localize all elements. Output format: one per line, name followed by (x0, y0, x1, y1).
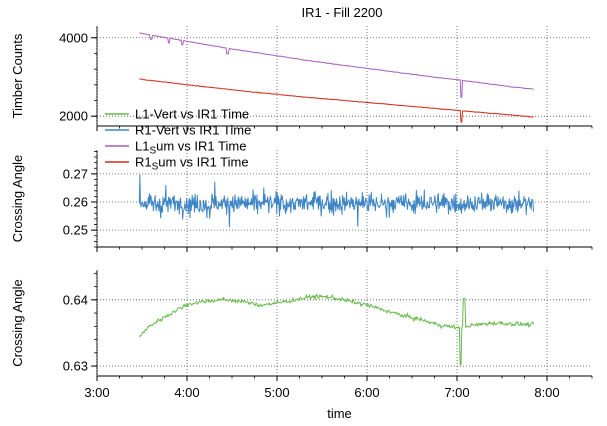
y-axis-label: Crossing Angle (10, 155, 25, 242)
legend-item: L1-Vert vs IR1 Time (105, 107, 249, 122)
y-tick-label: 0.26 (63, 195, 88, 210)
series-line (139, 32, 534, 98)
x-tick-label: 4:00 (174, 385, 199, 400)
x-tick-label: 8:00 (534, 385, 559, 400)
y-tick-label: 0.64 (63, 292, 88, 307)
x-tick-label: 5:00 (264, 385, 289, 400)
y-tick-label: 0.63 (63, 359, 88, 374)
chart-title: IR1 - Fill 2200 (302, 5, 383, 20)
y-tick-label: 2000 (59, 109, 88, 124)
panel-top: 2000 4000 Timber Counts (10, 26, 593, 131)
x-axis-label: time (327, 406, 352, 421)
legend-item: R1Sum vs IR1 Time (105, 155, 249, 173)
legend-item: L1Sum vs IR1 Time (105, 139, 246, 157)
y-axis-label: Timber Counts (10, 33, 25, 118)
x-tick-label: 7:00 (444, 385, 469, 400)
x-tick-label: 6:00 (354, 385, 379, 400)
panel-bottom: 0.63 0.64 Crossing Angle 3:00 4:00 5:00 6:00 7:… (10, 270, 593, 421)
panels: 2000 4000 Timber Counts 0.25 0.26 0.27 Crossin… (10, 26, 593, 421)
y-tick-label: 0.25 (63, 223, 88, 238)
legend-item: R1-Vert vs IR1 Time (105, 123, 251, 138)
legend-label: R1Sum vs IR1 Time (135, 155, 249, 173)
y-tick-label: 4000 (59, 30, 88, 45)
x-tick-label: 3:00 (84, 385, 109, 400)
legend-label: R1-Vert vs IR1 Time (135, 123, 251, 138)
series-line (138, 293, 534, 366)
y-tick-label: 0.27 (63, 166, 88, 181)
legend-label: L1Sum vs IR1 Time (135, 139, 246, 157)
y-axis-label: Crossing Angle (10, 279, 25, 366)
panel-middle: 0.25 0.26 0.27 Crossing Angle (10, 150, 593, 252)
legend-label: L1-Vert vs IR1 Time (135, 107, 249, 122)
series-line (139, 78, 534, 123)
series-line (138, 174, 534, 228)
